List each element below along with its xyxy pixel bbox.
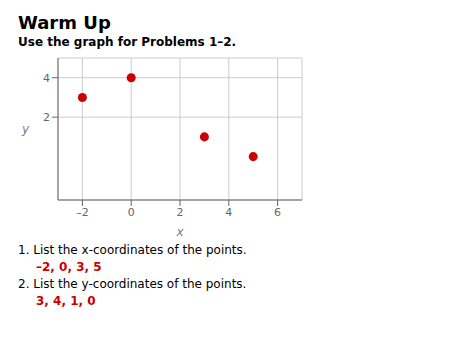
html-text:Warm Up: Warm Up xyxy=(18,12,111,33)
svg-text:2: 2 xyxy=(177,206,184,219)
svg-text:6: 6 xyxy=(274,206,281,219)
svg-text:0: 0 xyxy=(128,206,135,219)
svg-text:2: 2 xyxy=(43,111,50,124)
svg-text:y: y xyxy=(21,122,30,136)
svg-text:4: 4 xyxy=(225,206,232,219)
html-text:3, 4, 1, 0: 3, 4, 1, 0 xyxy=(36,294,96,308)
html-text:2. List the y-coordinates of t: 2. List the y-coordinates of the points. xyxy=(18,277,247,291)
svg-text:x: x xyxy=(175,225,184,239)
html-text:–2, 0, 3, 5: –2, 0, 3, 5 xyxy=(36,260,102,274)
svg-text:4: 4 xyxy=(43,72,50,85)
svg-text:–2: –2 xyxy=(76,206,89,219)
html-text:Use the graph for Problems 1–2: Use the graph for Problems 1–2. xyxy=(18,35,237,49)
html-text:1. List the x-coordinates of t: 1. List the x-coordinates of the points. xyxy=(18,243,247,257)
